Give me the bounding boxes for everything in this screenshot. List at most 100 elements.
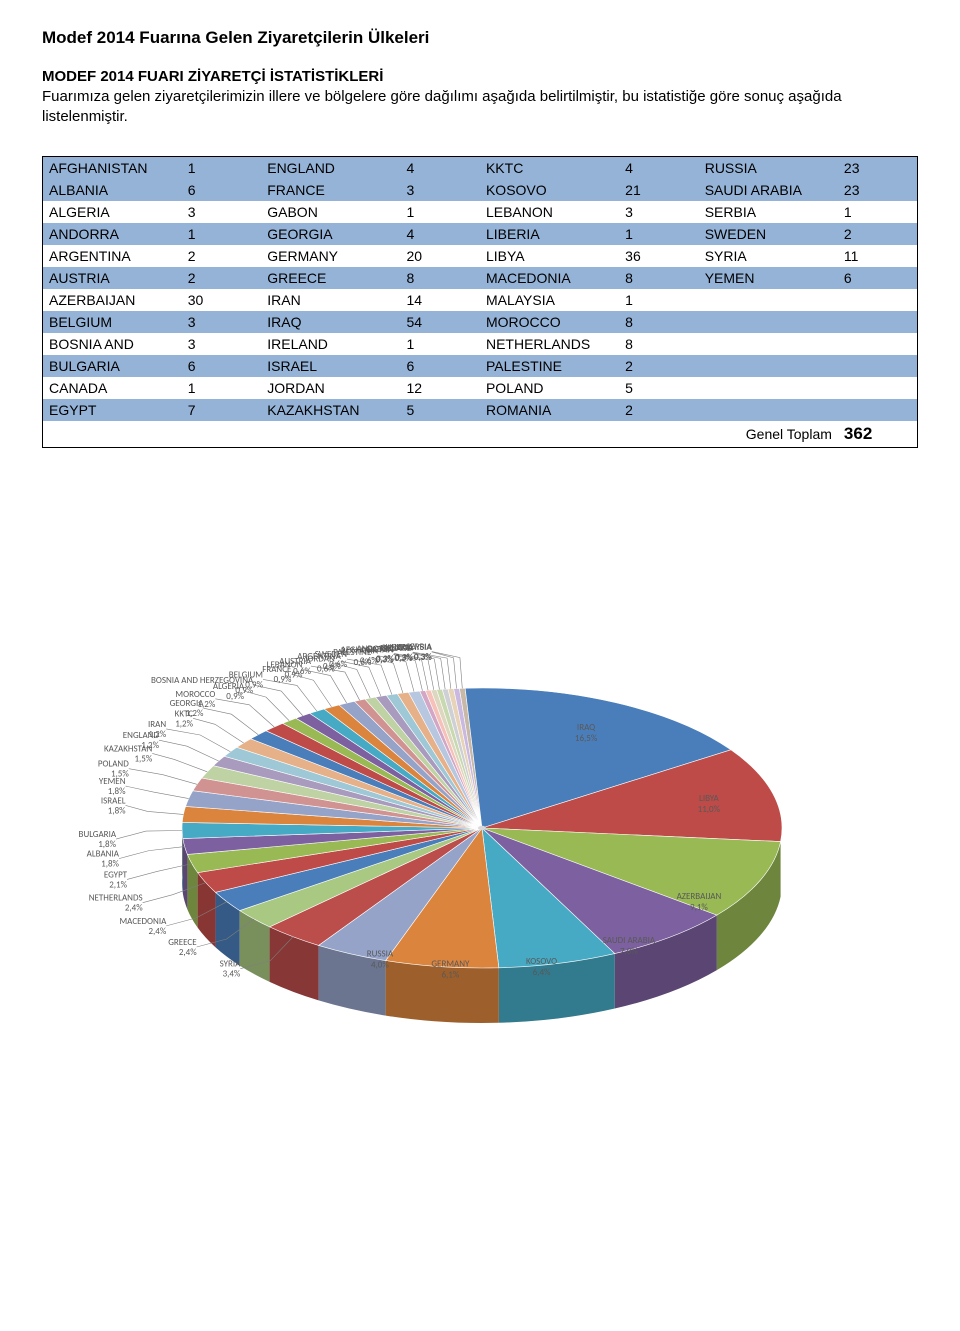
slice-pct: 0,6%: [360, 655, 378, 666]
value-cell: 12: [400, 377, 480, 399]
value-cell: [838, 311, 918, 333]
country-cell: KOSOVO: [480, 179, 619, 201]
slice-pct: 1,2%: [175, 718, 193, 729]
table-row: ALBANIA6FRANCE3KOSOVO21SAUDI ARABIA23: [43, 179, 918, 201]
table-row: EGYPT7KAZAKHSTAN5ROMANIA2: [43, 399, 918, 421]
country-cell: ENGLAND: [261, 156, 400, 179]
value-cell: 1: [182, 377, 262, 399]
slice-label: LIBYA: [699, 793, 719, 804]
country-cell: BULGARIA: [43, 355, 182, 377]
slice-pct: 1,5%: [134, 753, 152, 764]
slice-pct: 6,1%: [442, 969, 460, 980]
value-cell: 1: [182, 223, 262, 245]
value-cell: 1: [619, 223, 699, 245]
value-cell: [838, 333, 918, 355]
slice-pct: 9,1%: [690, 902, 708, 913]
value-cell: 8: [619, 311, 699, 333]
slice-pct: 1,2%: [186, 708, 204, 719]
slice-pct: 1,2%: [148, 728, 166, 739]
total-row: Genel Toplam362: [43, 421, 918, 448]
value-cell: 1: [400, 201, 480, 223]
value-cell: 4: [400, 223, 480, 245]
country-cell: LEBANON: [480, 201, 619, 223]
slice-label: SAUDI ARABIA: [603, 935, 656, 946]
country-cell: ISRAEL: [261, 355, 400, 377]
value-cell: 2: [182, 245, 262, 267]
country-cell: KKTC: [480, 156, 619, 179]
slice-pct: 0,9%: [245, 679, 263, 690]
country-cell: IRAQ: [261, 311, 400, 333]
value-cell: [838, 377, 918, 399]
country-cell: [699, 399, 838, 421]
country-cell: BOSNIA AND: [43, 333, 182, 355]
country-cell: SERBIA: [699, 201, 838, 223]
country-cell: ANDORRA: [43, 223, 182, 245]
country-cell: ALGERIA: [43, 201, 182, 223]
total-value: 362: [838, 421, 918, 448]
value-cell: 3: [400, 179, 480, 201]
value-cell: 3: [182, 201, 262, 223]
country-cell: SAUDI ARABIA: [699, 179, 838, 201]
value-cell: 23: [838, 179, 918, 201]
country-cell: IRELAND: [261, 333, 400, 355]
value-cell: 6: [182, 179, 262, 201]
slice-pct: 2,4%: [179, 947, 197, 958]
table-row: CANADA1JORDAN12POLAND5: [43, 377, 918, 399]
value-cell: 2: [619, 399, 699, 421]
country-cell: [699, 311, 838, 333]
value-cell: 1: [619, 289, 699, 311]
table-row: AFGHANISTAN1ENGLAND4KKTC4RUSSIA23: [43, 156, 918, 179]
pie-chart: IRAQ16,5% LIBYA11,0% AZERBAIJAN9,1% SAUDI A…: [42, 528, 918, 1068]
country-cell: IRAN: [261, 289, 400, 311]
value-cell: 7: [182, 399, 262, 421]
country-cell: YEMEN: [699, 267, 838, 289]
value-cell: [838, 355, 918, 377]
country-cell: RUSSIA: [699, 156, 838, 179]
table-row: BELGIUM3IRAQ54MOROCCO8: [43, 311, 918, 333]
value-cell: 8: [619, 333, 699, 355]
country-cell: POLAND: [480, 377, 619, 399]
slice-pct: 16,5%: [575, 733, 598, 744]
country-cell: LIBYA: [480, 245, 619, 267]
value-cell: 2: [182, 267, 262, 289]
slice-label: IRAQ: [577, 722, 596, 733]
country-table: AFGHANISTAN1ENGLAND4KKTC4RUSSIA23ALBANIA…: [42, 156, 918, 448]
slice-pct: 1,8%: [108, 786, 126, 797]
slice-label: AZERBAIJAN: [677, 891, 722, 902]
table-row: BULGARIA6ISRAEL6PALESTINE2: [43, 355, 918, 377]
table-row: ALGERIA3GABON1LEBANON3SERBIA1: [43, 201, 918, 223]
value-cell: 20: [400, 245, 480, 267]
page-subtitle: MODEF 2014 FUARI ZİYARETÇİ İSTATİSTİKLER…: [42, 68, 918, 85]
country-cell: LIBERIA: [480, 223, 619, 245]
value-cell: 21: [619, 179, 699, 201]
slice-pct: 0,6%: [293, 666, 311, 677]
country-cell: JORDAN: [261, 377, 400, 399]
slice-label: RUSSIA: [367, 948, 394, 959]
value-cell: 4: [619, 156, 699, 179]
country-cell: [699, 289, 838, 311]
value-cell: [838, 399, 918, 421]
country-cell: AFGHANISTAN: [43, 156, 182, 179]
table-row: AUSTRIA2GREECE8MACEDONIA8YEMEN6: [43, 267, 918, 289]
value-cell: 1: [182, 156, 262, 179]
slice-pct: 7,0%: [620, 946, 638, 957]
country-cell: SYRIA: [699, 245, 838, 267]
value-cell: 3: [182, 311, 262, 333]
slice-pct: 1,8%: [108, 805, 126, 816]
value-cell: 6: [838, 267, 918, 289]
slice-pct: 0,6%: [329, 659, 347, 670]
slice-pct: 11,0%: [698, 804, 721, 815]
page-description: Fuarımıza gelen ziyaretçilerimizin iller…: [42, 87, 918, 128]
value-cell: 2: [619, 355, 699, 377]
country-cell: AUSTRIA: [43, 267, 182, 289]
slice-pct: 2,4%: [148, 925, 166, 936]
pie-chart-wrap: IRAQ16,5% LIBYA11,0% AZERBAIJAN9,1% SAUDI A…: [42, 528, 918, 1068]
table-row: AZERBAIJAN30IRAN14MALAYSIA1: [43, 289, 918, 311]
country-cell: AZERBAIJAN: [43, 289, 182, 311]
slice-pct: 2,4%: [125, 902, 143, 913]
slice-pct: 4,0%: [371, 959, 389, 970]
value-cell: 23: [838, 156, 918, 179]
value-cell: 6: [400, 355, 480, 377]
country-cell: FRANCE: [261, 179, 400, 201]
value-cell: 1: [838, 201, 918, 223]
